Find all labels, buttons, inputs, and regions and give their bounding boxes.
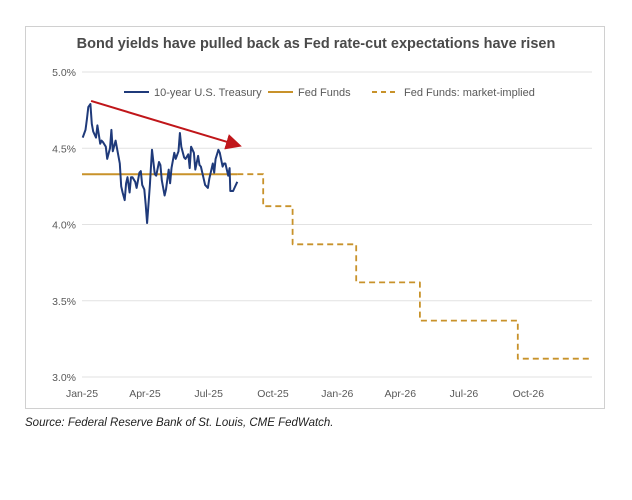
x-tick-label: Jan-25 [66,388,98,400]
series-line-2 [237,173,592,360]
x-tick-label: Jan-26 [321,388,353,400]
chart-svg: Bond yields have pulled back as Fed rate… [52,36,592,400]
x-axis-ticks: Jan-25 Apr-25 Jul-25 Oct-25 Jan-26 Apr-26 Jul-… [66,388,544,400]
chart-title: Bond yields have pulled back as Fed rate… [77,36,556,52]
y-tick-label: 4.5% [52,143,76,155]
x-tick-label: Apr-26 [385,388,417,400]
grid-layer [82,71,592,378]
chart-frame: Bond yields have pulled back as Fed rate… [25,26,605,409]
x-tick-label: Jul-26 [450,388,479,400]
y-axis-ticks: 3.0% 3.5% 4.0% 4.5% 5.0% [52,67,76,384]
legend: 10-year U.S. Treasury Fed Funds Fed Funds:… [124,87,535,99]
series-line-0 [81,103,239,224]
x-tick-label: Apr-25 [129,388,161,400]
annotation-layer [90,100,242,150]
series-layer [81,103,592,360]
x-tick-label: Jul-25 [194,388,223,400]
y-tick-label: 4.0% [52,220,76,232]
legend-label: Fed Funds: market-implied [404,87,535,99]
x-tick-label: Oct-26 [513,388,545,400]
source-note: Source: Federal Reserve Bank of St. Loui… [25,417,334,429]
x-tick-label: Oct-25 [257,388,289,400]
y-tick-label: 5.0% [52,67,76,79]
trend-arrow [90,100,242,150]
legend-label: 10-year U.S. Treasury [154,87,262,99]
legend-label: Fed Funds [298,87,351,99]
y-tick-label: 3.0% [52,372,76,384]
y-tick-label: 3.5% [52,296,76,308]
